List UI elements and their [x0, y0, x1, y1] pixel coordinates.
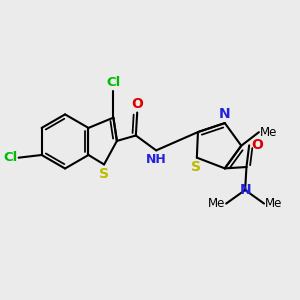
Text: O: O	[251, 138, 263, 152]
Text: N: N	[219, 107, 231, 121]
Text: S: S	[191, 160, 201, 174]
Text: Cl: Cl	[3, 151, 17, 164]
Text: O: O	[131, 97, 143, 111]
Text: Me: Me	[265, 197, 282, 210]
Text: Me: Me	[208, 197, 225, 210]
Text: NH: NH	[146, 153, 166, 166]
Text: N: N	[239, 183, 251, 197]
Text: Me: Me	[260, 126, 278, 139]
Text: S: S	[99, 167, 109, 181]
Text: Cl: Cl	[106, 76, 121, 89]
